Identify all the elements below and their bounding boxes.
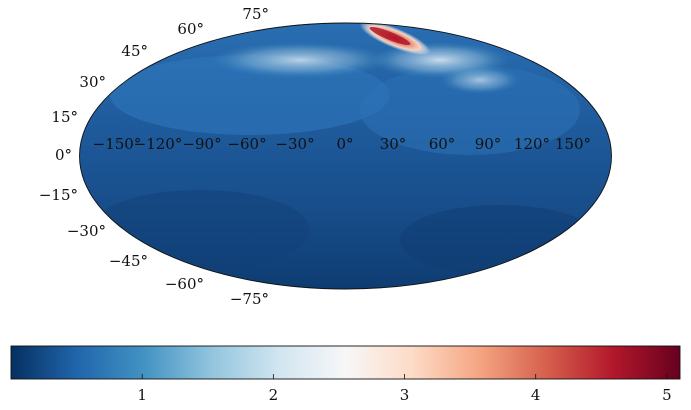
lon-label-m150: −150°	[93, 135, 142, 153]
colorbar-tick-label: 4	[531, 386, 541, 404]
lat-label-0: 0°	[55, 146, 72, 164]
lat-label-45: 45°	[121, 42, 148, 60]
lat-label-m15: −15°	[39, 186, 78, 204]
colorbar-gradient	[10, 345, 681, 380]
lon-label-30: 30°	[380, 135, 407, 153]
colorbar-ticks: 1 2 3 4 5	[137, 374, 672, 404]
colorbar-tick-label: 5	[662, 386, 672, 404]
lon-label-60: 60°	[429, 135, 456, 153]
latitude-labels: 75° 60° 45° 30° 15° 0° −15° −30° −45° −6…	[39, 5, 269, 308]
lat-label-75: 75°	[242, 5, 269, 23]
map-outline	[79, 22, 612, 290]
lat-label-m30: −30°	[67, 222, 106, 240]
lat-label-15: 15°	[51, 108, 78, 126]
colorbar-tick-label: 3	[400, 386, 410, 404]
lon-label-90: 90°	[475, 135, 502, 153]
map-body	[79, 23, 612, 289]
lon-label-m90: −90°	[182, 135, 221, 153]
lon-label-m120: −120°	[134, 135, 183, 153]
colorbar-tick-label: 2	[269, 386, 279, 404]
lon-label-0: 0°	[336, 135, 353, 153]
colorbar: 1 2 3 4 5	[10, 345, 681, 404]
lat-label-m75: −75°	[230, 290, 269, 308]
lon-label-m30: −30°	[275, 135, 314, 153]
lon-label-120: 120°	[514, 135, 550, 153]
lat-label-30: 30°	[79, 73, 106, 91]
lat-label-m45: −45°	[109, 252, 148, 270]
lon-label-m60: −60°	[227, 135, 266, 153]
lon-label-150: 150°	[555, 135, 591, 153]
lat-label-60: 60°	[177, 20, 204, 38]
colorbar-tick-label: 1	[137, 386, 147, 404]
lat-label-m60: −60°	[165, 275, 204, 293]
longitude-labels: −150° −120° −90° −60° −30° 0° 30° 60° 90…	[93, 135, 591, 153]
